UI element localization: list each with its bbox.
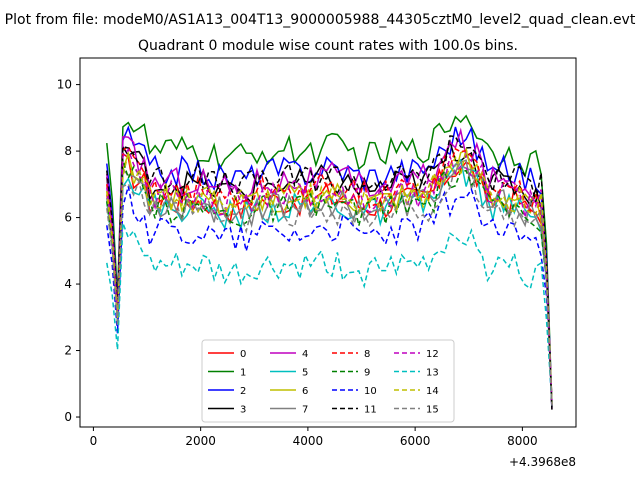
y-tick-label: 8 (64, 144, 72, 158)
series-line-14 (106, 148, 553, 405)
series-line-12 (106, 147, 553, 402)
series-line-2 (106, 125, 553, 407)
legend-label-7: 7 (302, 405, 308, 416)
y-tick-label: 4 (64, 277, 72, 291)
legend-label-1: 1 (240, 368, 246, 379)
figure-suptitle: Plot from file: modeM0/AS1A13_004T13_900… (5, 12, 636, 28)
legend-box (201, 339, 455, 423)
legend-label-15: 15 (426, 405, 439, 416)
legend-label-14: 14 (426, 386, 439, 397)
legend-label-12: 12 (426, 349, 439, 360)
series-line-11 (106, 135, 553, 410)
legend-label-9: 9 (364, 368, 370, 379)
series-line-10 (106, 186, 553, 409)
x-tick-label: 8000 (507, 434, 538, 448)
y-tick-label: 6 (64, 211, 72, 225)
legend-label-10: 10 (364, 386, 377, 397)
series-line-15 (106, 163, 553, 406)
legend-label-13: 13 (426, 368, 439, 379)
legend-label-5: 5 (302, 368, 308, 379)
series-line-13 (106, 222, 553, 403)
legend-label-2: 2 (240, 386, 246, 397)
x-tick-label: 6000 (400, 434, 431, 448)
y-tick-label: 2 (64, 344, 72, 358)
legend-label-0: 0 (240, 349, 246, 360)
plot-area (106, 114, 553, 410)
x-tick-label: 2000 (185, 434, 216, 448)
legend-label-8: 8 (364, 349, 370, 360)
legend-label-4: 4 (302, 349, 308, 360)
legend-label-6: 6 (302, 386, 308, 397)
series-line-8 (106, 145, 553, 406)
x-tick-label: 4000 (293, 434, 324, 448)
y-tick-label: 10 (57, 78, 72, 92)
chart-title: Quadrant 0 module wise count rates with … (138, 38, 518, 54)
axes-frame (79, 57, 577, 428)
series-line-1 (106, 114, 553, 405)
y-tick-label: 0 (64, 410, 72, 424)
series-line-5 (106, 158, 553, 401)
x-offset-label: +4.3968e8 (509, 455, 576, 469)
series-line-4 (106, 127, 553, 410)
legend-label-11: 11 (364, 405, 377, 416)
x-tick-label: 0 (90, 434, 98, 448)
legend-label-3: 3 (240, 405, 246, 416)
